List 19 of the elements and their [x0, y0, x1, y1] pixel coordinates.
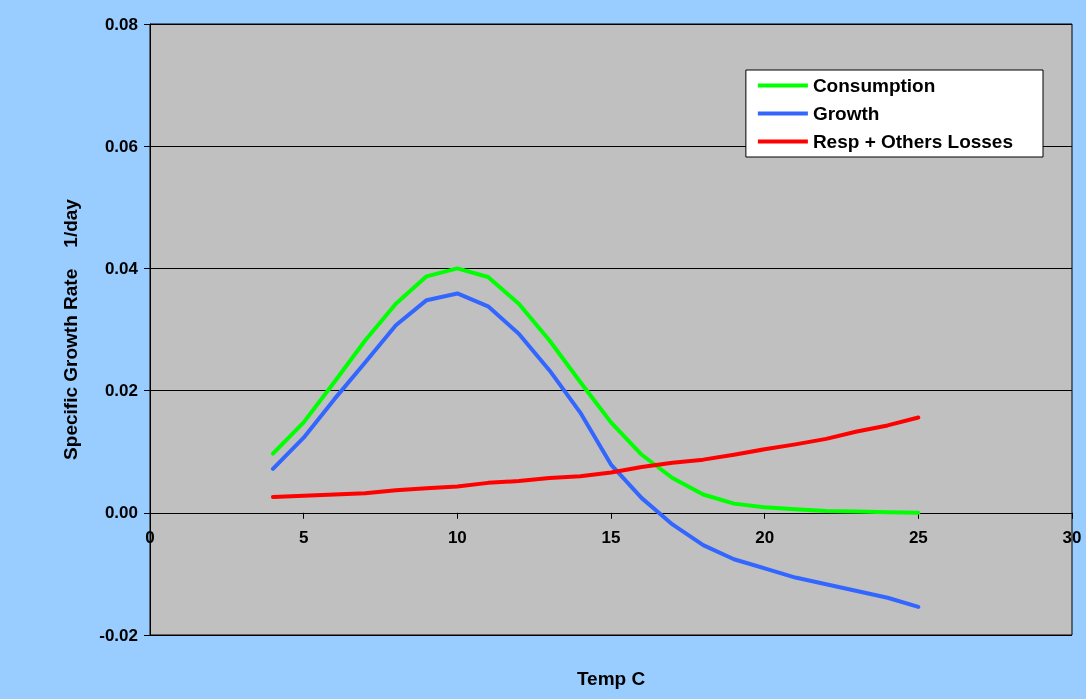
- y-axis-title: Specific Growth Rate 1/day: [60, 198, 81, 460]
- x-tick-label: 20: [755, 527, 775, 547]
- line-series: [270, 415, 921, 499]
- x-tick-label: 25: [908, 527, 928, 547]
- line-series: [270, 266, 921, 515]
- y-tick-label: -0.02: [99, 625, 138, 645]
- y-tick-label: 0.04: [104, 258, 139, 278]
- y-tick-label: 0.06: [104, 136, 138, 156]
- x-tick-label: 15: [601, 527, 621, 547]
- y-tick-label: 0.02: [104, 381, 138, 401]
- x-axis-title: Temp C: [576, 667, 646, 689]
- x-tick-label: 5: [298, 527, 309, 547]
- legend-label: Growth: [812, 103, 880, 124]
- x-tick-label: 10: [447, 527, 467, 547]
- x-tick-label: 30: [1062, 527, 1082, 547]
- y-tick-label: 0.08: [104, 14, 138, 34]
- legend-label: Resp + Others Losses: [812, 131, 1014, 152]
- y-tick-label: 0.00: [104, 503, 138, 523]
- legend-label: Consumption: [812, 75, 936, 96]
